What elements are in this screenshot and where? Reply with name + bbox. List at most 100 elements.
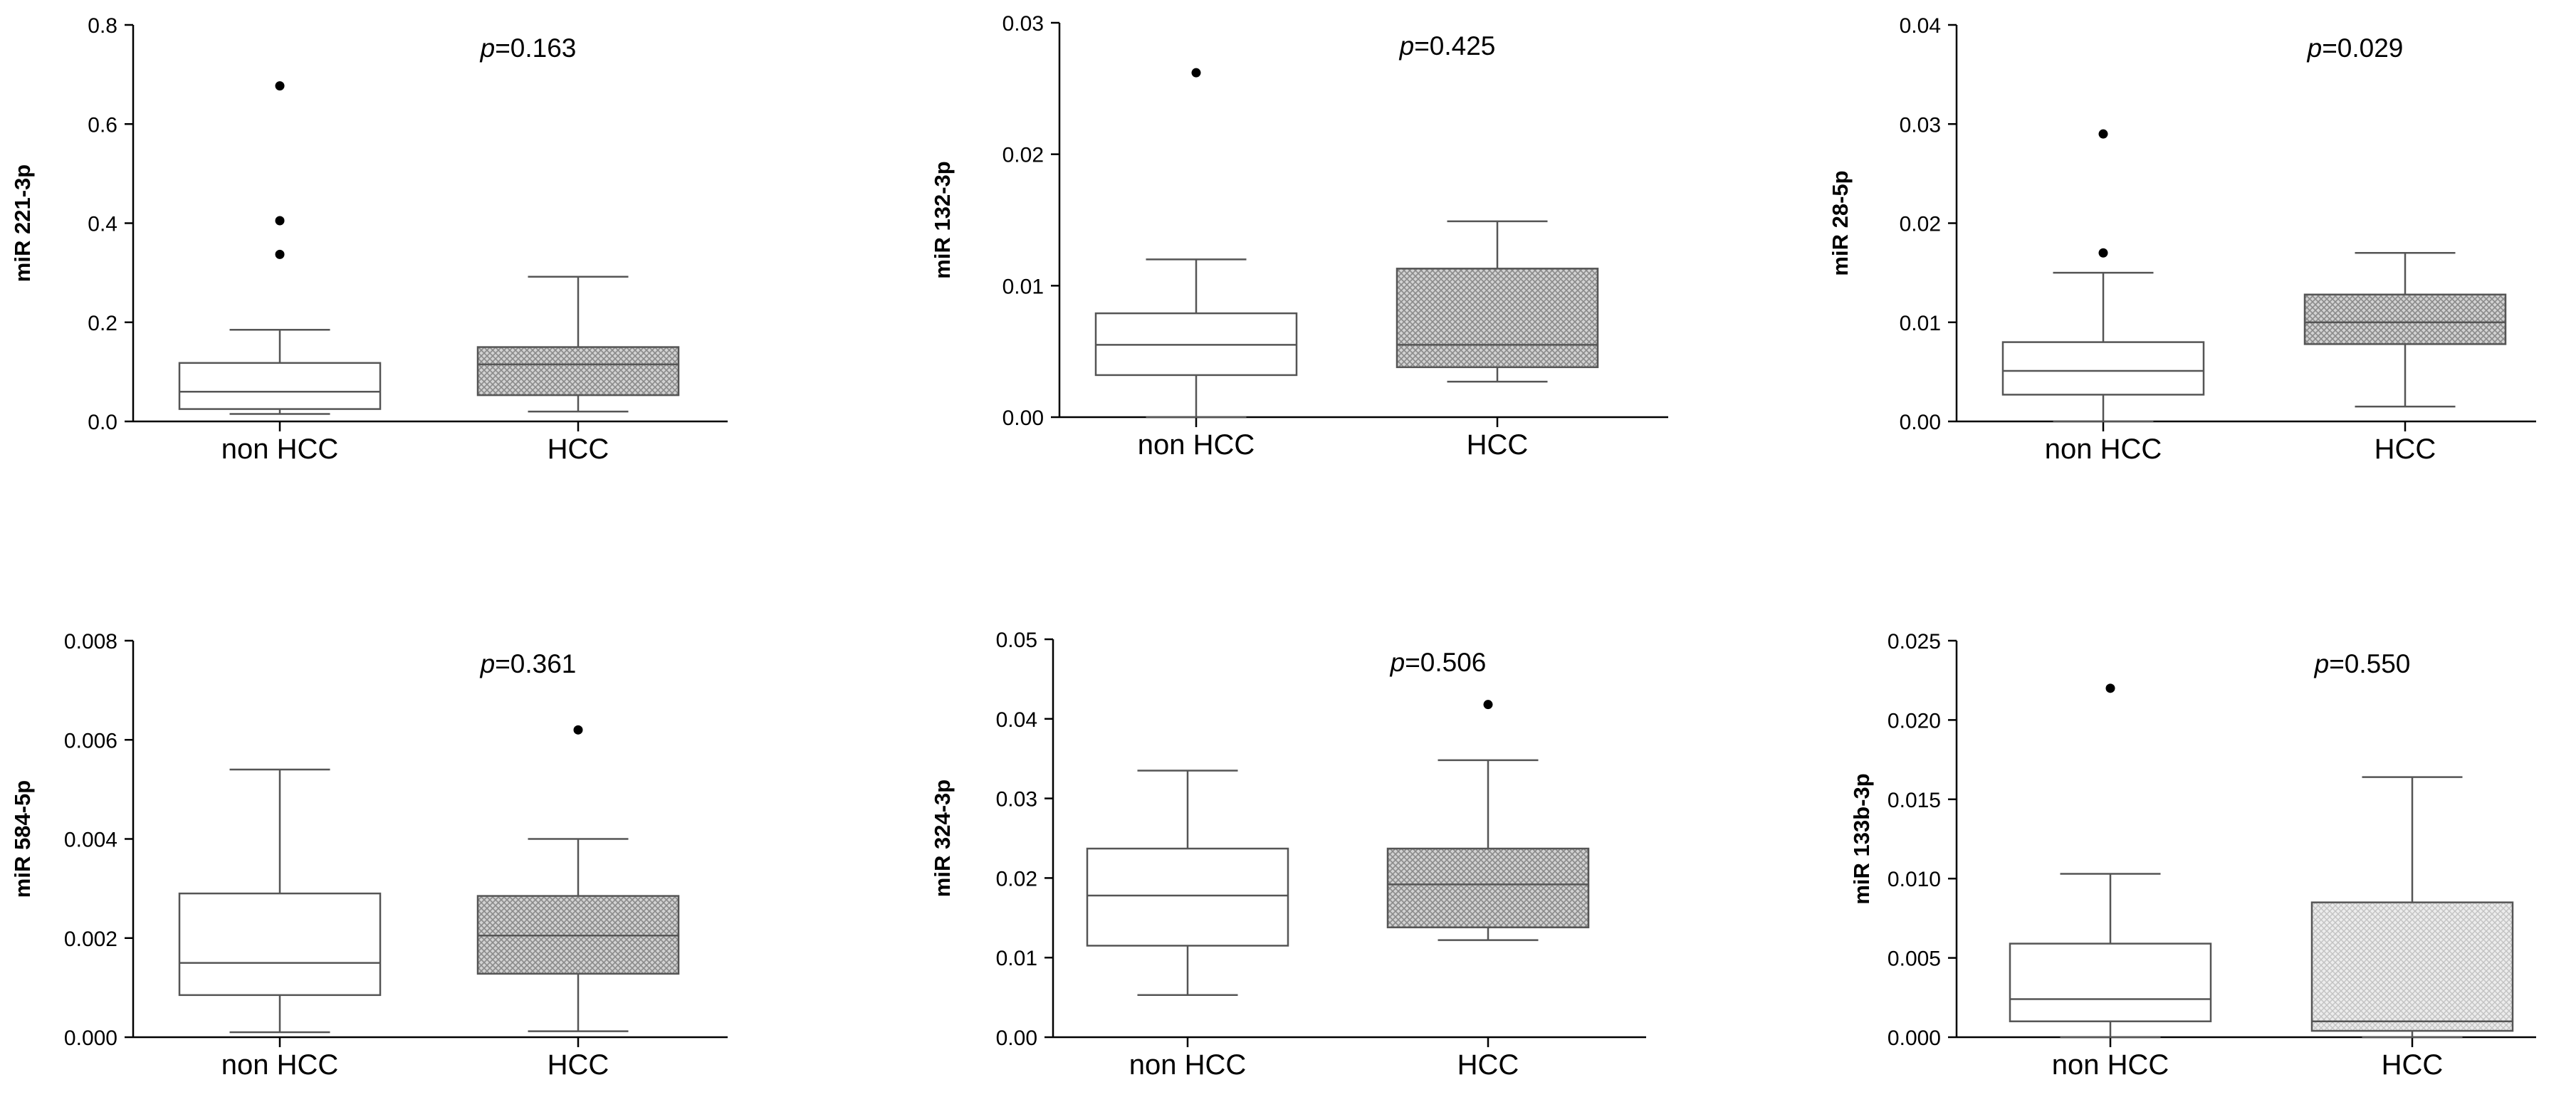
p-value-text: =0.029	[2322, 33, 2403, 63]
x-category-label: HCC	[1457, 1049, 1519, 1081]
y-tick-label: 0.4	[88, 213, 117, 236]
outlier-point	[2098, 129, 2108, 139]
x-category-label: non HCC	[221, 434, 339, 465]
y-tick-label: 0.02	[1002, 144, 1044, 167]
outlier-point	[2105, 683, 2115, 693]
y-axis-label: miR 584-5p	[10, 780, 35, 898]
box-iqr	[2009, 943, 2212, 1022]
box-iqr	[1086, 847, 1289, 947]
outlier-point	[275, 216, 285, 226]
outlier-point	[2098, 248, 2108, 258]
box-iqr	[2303, 293, 2507, 345]
y-tick-label: 0.02	[1900, 213, 1941, 236]
y-axis-label: miR 28-5p	[1828, 170, 1853, 275]
box-non-hcc: non HCC	[178, 768, 382, 1081]
y-tick-label: 0.01	[996, 947, 1037, 970]
box-iqr	[1396, 268, 1599, 369]
p-value-symbol: p	[1399, 31, 1415, 61]
p-value-symbol: p	[2314, 649, 2330, 678]
p-value-annotation: p=0.361	[480, 649, 577, 678]
p-value-annotation: p=0.163	[480, 33, 577, 63]
x-category-label: HCC	[1467, 429, 1529, 461]
p-value-annotation: p=0.550	[2314, 649, 2411, 678]
box-hcc: HCC	[2310, 776, 2514, 1081]
outlier-point	[275, 81, 285, 91]
outlier-point	[275, 249, 285, 259]
x-category-label: non HCC	[1129, 1049, 1247, 1081]
y-tick-label: 0.020	[1888, 709, 1941, 733]
y-tick-label: 0.04	[1900, 14, 1941, 38]
p-value-symbol: p	[2307, 33, 2323, 63]
y-tick-label: 0.02	[996, 867, 1037, 891]
p-value-text: =0.361	[495, 649, 576, 678]
y-tick-label: 0.025	[1888, 630, 1941, 654]
chart-panel-4: 0.000 0.002 0.004 0.006 0.008 miR 584-5p p=0.3…	[10, 630, 728, 1081]
y-tick-label: 0.008	[64, 630, 117, 654]
box-iqr	[178, 362, 382, 410]
chart-panel-6: 0.000 0.005 0.010 0.015 0.020 0.025 miR 133b-3…	[1849, 630, 2536, 1081]
x-category-label: non HCC	[2045, 434, 2162, 465]
outlier-point	[1483, 700, 1493, 710]
chart-panel-2: 0.00 0.01 0.02 0.03 miR 132-3p p=0.425 non HCC…	[930, 12, 1668, 461]
box-non-hcc: non HCC	[178, 81, 382, 465]
box-iqr	[2001, 341, 2205, 396]
y-tick-label: 0.01	[1002, 275, 1044, 298]
box-hcc: HCC	[476, 725, 680, 1081]
x-category-label: HCC	[2375, 434, 2436, 465]
p-value-annotation: p=0.029	[2307, 33, 2404, 63]
y-tick-label: 0.0	[88, 411, 117, 434]
y-axis-label: miR 132-3p	[930, 161, 955, 278]
y-tick-label: 0.004	[64, 829, 117, 852]
p-value-annotation: p=0.425	[1399, 31, 1496, 61]
box-iqr	[1386, 847, 1590, 928]
y-tick-label: 0.010	[1888, 868, 1941, 891]
y-tick-label: 0.005	[1888, 948, 1941, 971]
y-tick-label: 0.04	[996, 708, 1037, 732]
p-value-annotation: p=0.506	[1390, 648, 1487, 677]
x-category-label: HCC	[548, 434, 609, 465]
x-category-label: non HCC	[1138, 429, 1255, 461]
y-tick-label: 0.000	[64, 1027, 117, 1050]
outlier-point	[1191, 68, 1201, 78]
y-tick-label: 0.002	[64, 928, 117, 951]
y-axis-label: miR 221-3p	[10, 164, 35, 282]
y-tick-label: 0.00	[1900, 411, 1941, 434]
box-hcc: HCC	[1386, 700, 1590, 1081]
p-value-symbol: p	[480, 649, 496, 678]
box-hcc: HCC	[476, 275, 680, 465]
y-tick-label: 0.05	[996, 629, 1037, 652]
p-value-text: =0.506	[1405, 648, 1486, 677]
box-iqr	[178, 892, 382, 997]
y-tick-label: 0.03	[996, 788, 1037, 812]
y-tick-label: 0.01	[1900, 312, 1941, 335]
y-tick-label: 0.00	[996, 1027, 1037, 1050]
x-category-label: non HCC	[2052, 1049, 2169, 1081]
box-non-hcc: non HCC	[1086, 770, 1289, 1081]
box-hcc: HCC	[2303, 252, 2507, 465]
y-tick-label: 0.015	[1888, 789, 1941, 812]
p-value-text: =0.425	[1414, 31, 1495, 61]
box-non-hcc: non HCC	[1094, 68, 1298, 461]
y-tick-label: 0.6	[88, 113, 117, 137]
y-tick-label: 0.2	[88, 312, 117, 335]
chart-panel-3: 0.00 0.01 0.02 0.03 0.04 miR 28-5p p=0.029 non …	[1828, 14, 2536, 465]
chart-panel-5: 0.00 0.01 0.02 0.03 0.04 0.05 miR 324-3p p=0.50…	[930, 629, 1646, 1081]
y-axis-label: miR 324-3p	[930, 780, 955, 897]
x-category-label: non HCC	[221, 1049, 339, 1081]
y-tick-label: 0.000	[1888, 1027, 1941, 1050]
y-tick-label: 0.03	[1002, 12, 1044, 36]
y-tick-label: 0.006	[64, 729, 117, 752]
box-hcc: HCC	[1396, 220, 1599, 461]
outlier-point	[573, 725, 583, 735]
p-value-symbol: p	[1390, 648, 1405, 677]
p-value-text: =0.163	[495, 33, 576, 63]
x-category-label: HCC	[2382, 1049, 2444, 1081]
x-category-label: HCC	[548, 1049, 609, 1081]
box-non-hcc: non HCC	[2009, 683, 2212, 1081]
chart-panel-1: 0.0 0.2 0.4 0.6 0.8 miR 221-3p p=0.163 non HCC H…	[10, 14, 728, 465]
y-tick-label: 0.03	[1900, 113, 1941, 137]
p-value-symbol: p	[480, 33, 496, 63]
box-iqr	[476, 346, 680, 397]
p-value-text: =0.550	[2329, 649, 2410, 678]
